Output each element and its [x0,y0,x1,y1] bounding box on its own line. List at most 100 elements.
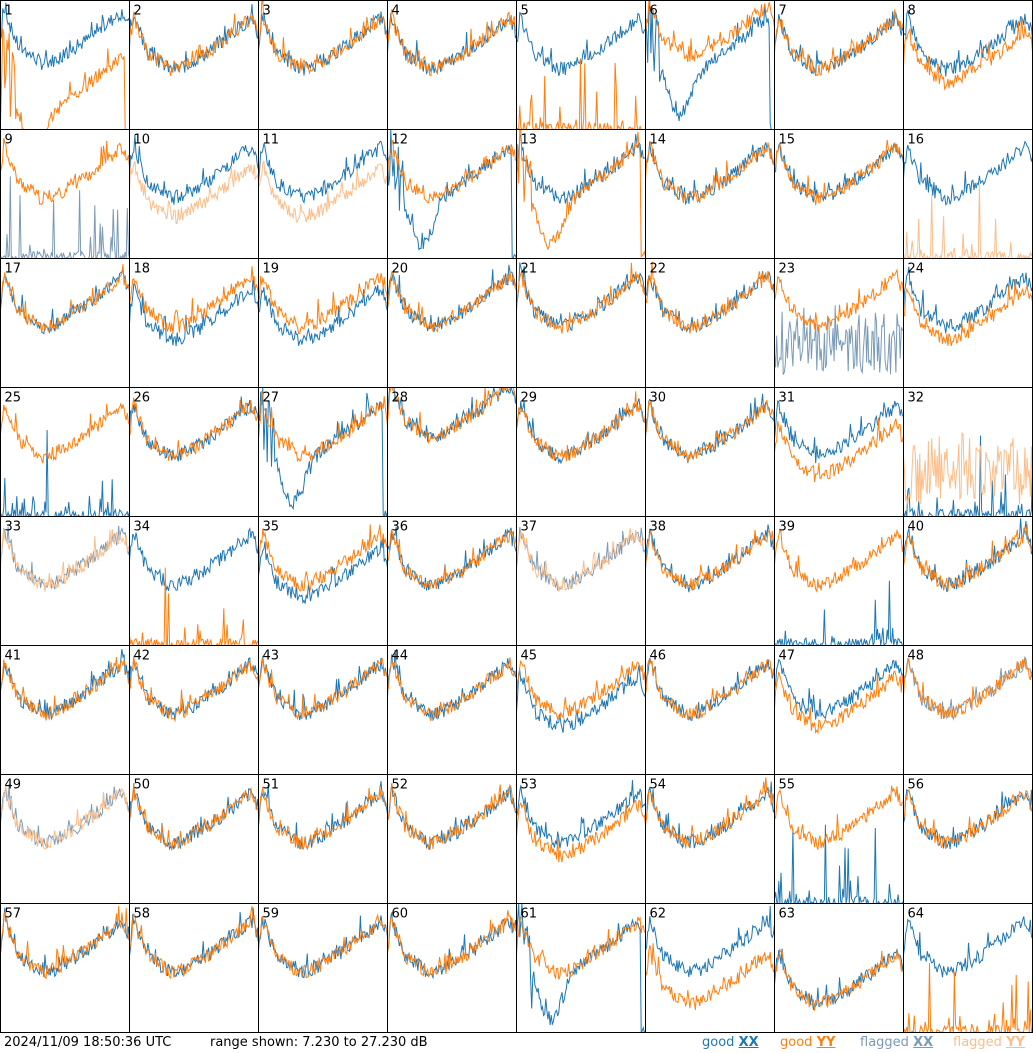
series-yy-panel-27 [258,391,388,463]
series-xx-panel-24 [903,266,1033,334]
series-yy-panel-28 [387,387,517,445]
panel-label: 14 [650,133,667,148]
series-yy-panel-39 [774,528,904,594]
footer: 2024/11/09 18:50:36 UTC range shown: 7.2… [0,1033,1033,1053]
series-xx-panel-39 [774,580,904,646]
series-xx-panel-56 [903,788,1033,850]
series-yy-panel-6 [645,0,775,62]
series-xx-panel-58 [129,907,259,977]
panel-frame [129,129,259,259]
panel-4: 4 [387,0,517,130]
series-yy-panel-57 [0,906,130,980]
series-yy-panel-20 [387,270,517,333]
panel-label: 13 [521,133,538,148]
series-xx-panel-11 [258,140,388,204]
series-yy-panel-44 [387,657,517,722]
series-xx-panel-25 [0,429,130,517]
series-xx-panel-12 [387,129,517,259]
series-xx-panel-53 [516,780,646,849]
series-yy-panel-59 [258,913,388,979]
panel-frame [387,258,517,388]
panel-frame [516,903,646,1033]
panel-label: 37 [521,520,538,535]
panel-label: 64 [908,907,925,922]
panel-39: 39 [774,516,904,646]
series-xx-panel-18 [129,276,259,347]
panel-24: 24 [903,258,1033,388]
series-xx-panel-36 [387,526,517,591]
series-yy-panel-8 [903,16,1033,91]
panel-34: 34 [129,516,259,646]
series-yy-panel-51 [258,786,388,850]
series-yy-panel-18 [129,266,259,334]
series-yy-panel-17 [0,263,130,333]
panel-18: 18 [129,258,259,388]
series-yy-panel-43 [258,657,388,721]
series-xx-panel-6 [645,0,775,130]
panel-frame [903,129,1033,259]
panel-label: 57 [5,907,22,922]
panel-62: 62 [645,903,775,1033]
panel-label: 5 [521,4,529,19]
series-yy-panel-50 [129,784,259,851]
panel-54: 54 [645,774,775,904]
panel-label: 29 [521,391,538,406]
series-yy-panel-5 [516,59,646,130]
panel-frame [387,774,517,904]
series-yy-panel-22 [645,261,775,334]
legend-flagged-xx: flagged XX [860,1035,934,1050]
panel-label: 17 [5,262,22,277]
panel-22: 22 [645,258,775,388]
series-xx-panel-9 [0,176,130,259]
panel-label: 21 [521,262,538,277]
panel-26: 26 [129,387,259,517]
series-yy-panel-55 [774,785,904,850]
panel-21: 21 [516,258,646,388]
series-xx-panel-64 [903,916,1033,978]
panel-label: 20 [392,262,409,277]
series-yy-panel-21 [516,262,646,334]
panel-9: 9 [0,129,130,259]
series-xx-panel-16 [903,140,1033,206]
series-yy-panel-42 [129,655,259,723]
panel-label: 59 [263,907,280,922]
series-xx-panel-42 [129,657,259,721]
panel-label: 62 [650,907,667,922]
series-yy-panel-31 [774,417,904,483]
series-yy-panel-60 [387,910,517,978]
panel-label: 7 [779,4,787,19]
panel-label: 38 [650,520,667,535]
series-xx-panel-2 [129,4,259,74]
panel-label: 51 [263,778,280,793]
panel-frame [516,645,646,775]
panel-frame [258,903,388,1033]
panel-label: 9 [5,133,13,148]
series-xx-panel-37 [516,526,646,591]
panel-31: 31 [774,387,904,517]
series-xx-panel-31 [774,400,904,464]
panel-58: 58 [129,903,259,1033]
series-yy-panel-19 [258,273,388,335]
panel-label: 47 [779,649,796,664]
panel-36: 36 [387,516,517,646]
panel-label: 52 [392,778,409,793]
panel-label: 10 [134,133,151,148]
panel-frame [129,516,259,646]
panel-61: 61 [516,903,646,1033]
panel-label: 6 [650,4,658,19]
panel-7: 7 [774,0,904,130]
panel-38: 38 [645,516,775,646]
panel-frame [129,774,259,904]
panel-53: 53 [516,774,646,904]
panel-label: 18 [134,262,151,277]
panel-44: 44 [387,645,517,775]
series-yy-panel-14 [645,140,775,204]
series-yy-panel-36 [387,529,517,590]
series-xx-panel-10 [129,134,259,205]
panel-label: 12 [392,133,409,148]
panel-35: 35 [258,516,388,646]
panel-label: 2 [134,4,142,19]
timestamp: 2024/11/09 18:50:36 UTC [4,1035,172,1050]
panel-label: 1 [5,4,13,19]
